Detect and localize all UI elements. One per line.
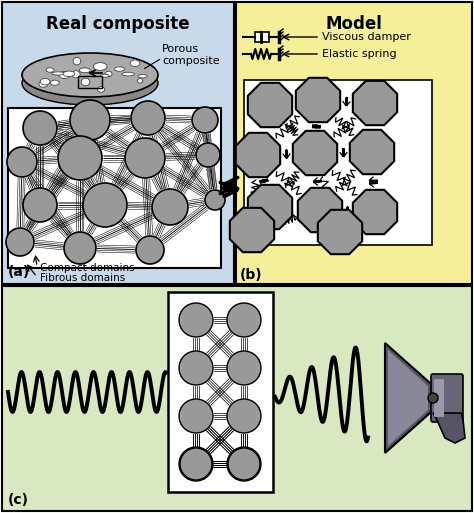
- Text: (a): (a): [8, 265, 30, 279]
- Circle shape: [227, 399, 261, 433]
- Text: Viscous damper: Viscous damper: [322, 32, 411, 42]
- FancyBboxPatch shape: [431, 374, 463, 422]
- FancyBboxPatch shape: [2, 286, 472, 511]
- Ellipse shape: [122, 72, 135, 76]
- Polygon shape: [388, 350, 428, 446]
- Ellipse shape: [138, 74, 147, 78]
- Polygon shape: [298, 188, 342, 232]
- Ellipse shape: [59, 71, 70, 78]
- Ellipse shape: [22, 61, 158, 105]
- Ellipse shape: [52, 72, 65, 75]
- Text: Real composite: Real composite: [46, 15, 190, 33]
- Polygon shape: [296, 78, 340, 122]
- Ellipse shape: [72, 71, 80, 78]
- Ellipse shape: [79, 68, 90, 73]
- Ellipse shape: [115, 67, 125, 71]
- Ellipse shape: [22, 57, 158, 101]
- Ellipse shape: [22, 56, 158, 100]
- Text: (c): (c): [8, 493, 29, 507]
- FancyBboxPatch shape: [8, 108, 221, 268]
- Ellipse shape: [22, 58, 158, 103]
- Polygon shape: [230, 208, 274, 252]
- Circle shape: [227, 303, 261, 337]
- Text: Fibrous domains: Fibrous domains: [40, 273, 125, 283]
- FancyBboxPatch shape: [255, 32, 269, 42]
- Ellipse shape: [46, 68, 54, 72]
- Circle shape: [180, 448, 212, 480]
- Circle shape: [83, 183, 127, 227]
- Ellipse shape: [22, 54, 158, 98]
- Ellipse shape: [22, 55, 158, 100]
- Polygon shape: [350, 130, 394, 174]
- Circle shape: [205, 190, 225, 210]
- Polygon shape: [385, 343, 435, 453]
- Circle shape: [228, 448, 260, 480]
- Circle shape: [23, 188, 57, 222]
- Ellipse shape: [40, 78, 50, 85]
- Ellipse shape: [22, 53, 158, 97]
- Circle shape: [179, 303, 213, 337]
- Circle shape: [64, 232, 96, 264]
- Text: Porous
composite: Porous composite: [162, 44, 219, 66]
- Circle shape: [428, 393, 438, 403]
- Ellipse shape: [39, 81, 48, 87]
- Circle shape: [192, 107, 218, 133]
- Ellipse shape: [93, 63, 107, 70]
- Circle shape: [227, 351, 261, 385]
- FancyBboxPatch shape: [244, 80, 432, 245]
- Ellipse shape: [22, 60, 158, 104]
- Polygon shape: [248, 83, 292, 127]
- Polygon shape: [318, 210, 362, 254]
- Circle shape: [125, 138, 165, 178]
- FancyBboxPatch shape: [2, 2, 234, 284]
- Circle shape: [7, 147, 37, 177]
- Ellipse shape: [22, 58, 158, 102]
- Ellipse shape: [22, 61, 158, 105]
- Circle shape: [23, 111, 57, 145]
- Circle shape: [179, 351, 213, 385]
- Circle shape: [70, 100, 110, 140]
- Text: Elastic spring: Elastic spring: [322, 49, 397, 59]
- Circle shape: [6, 228, 34, 256]
- Polygon shape: [433, 413, 465, 443]
- Polygon shape: [248, 185, 292, 229]
- Ellipse shape: [100, 74, 109, 77]
- Circle shape: [152, 189, 188, 225]
- Circle shape: [58, 136, 102, 180]
- Text: Compact domains: Compact domains: [40, 263, 135, 273]
- Circle shape: [179, 447, 213, 481]
- Text: (b): (b): [240, 268, 263, 282]
- FancyBboxPatch shape: [236, 2, 472, 284]
- Circle shape: [196, 143, 220, 167]
- Polygon shape: [353, 81, 397, 125]
- FancyBboxPatch shape: [168, 292, 273, 492]
- Ellipse shape: [130, 60, 140, 67]
- FancyBboxPatch shape: [434, 379, 444, 417]
- Ellipse shape: [50, 80, 59, 85]
- Ellipse shape: [22, 60, 158, 104]
- Polygon shape: [293, 131, 337, 175]
- Ellipse shape: [137, 78, 143, 83]
- Ellipse shape: [73, 57, 81, 65]
- Text: Model: Model: [326, 15, 383, 33]
- Ellipse shape: [98, 87, 105, 92]
- Circle shape: [179, 399, 213, 433]
- Circle shape: [227, 447, 261, 481]
- Circle shape: [131, 101, 165, 135]
- Polygon shape: [236, 133, 280, 177]
- Ellipse shape: [81, 78, 90, 86]
- Polygon shape: [353, 190, 397, 234]
- Circle shape: [136, 236, 164, 264]
- Ellipse shape: [22, 54, 158, 98]
- Ellipse shape: [105, 71, 112, 77]
- Ellipse shape: [63, 71, 75, 76]
